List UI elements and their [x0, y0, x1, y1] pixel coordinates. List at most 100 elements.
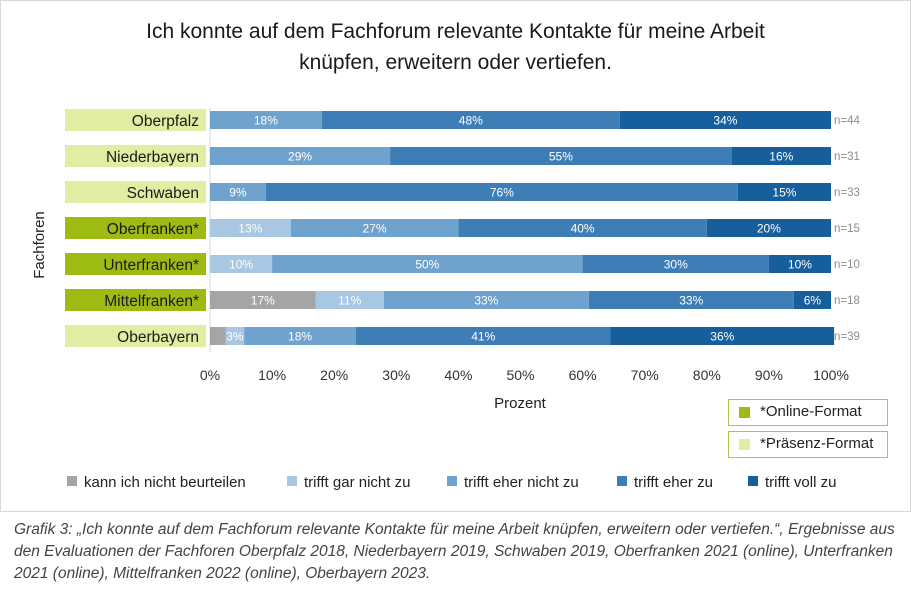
x-tick-label: 40%	[444, 367, 472, 383]
bar-segment	[610, 327, 835, 345]
x-tick-label: 10%	[258, 367, 286, 383]
category-label-box	[65, 109, 206, 131]
bar-segment	[265, 183, 738, 201]
x-tick-label: 90%	[755, 367, 783, 383]
bar-segment	[210, 255, 273, 273]
bar-segment	[619, 111, 831, 129]
bar-segment	[210, 183, 266, 201]
data-label: 36%	[710, 330, 734, 344]
stacked-bar-chart: Oberpfalz 18% 48% 34% n=44 Niederbayern 29% 55%…	[31, 108, 861, 491]
bar-segment	[272, 255, 583, 273]
praesenz-format-label: *Präsenz-Format	[760, 435, 874, 452]
data-label: 6%	[804, 294, 822, 308]
sample-size-label: n=15	[834, 223, 860, 235]
category-label-box	[65, 325, 206, 347]
x-tick-label: 30%	[382, 367, 410, 383]
format-legend-praesenz: *Präsenz-Format	[728, 431, 888, 458]
data-label: 50%	[415, 258, 439, 272]
category-label: Schwaben	[127, 185, 199, 202]
data-label: 9%	[229, 186, 247, 200]
x-tick-label: 100%	[813, 367, 849, 383]
figure-caption: Grafik 3: „Ich konnte auf dem Fachforum …	[14, 521, 895, 582]
legend-swatch	[67, 476, 77, 486]
data-label: 55%	[549, 150, 573, 164]
bar-segment	[210, 291, 316, 309]
data-label: 10%	[788, 258, 812, 272]
data-label: 16%	[769, 150, 793, 164]
category-label: Unterfranken*	[103, 257, 199, 274]
sample-size-label: n=10	[834, 259, 860, 271]
legend-label: trifft gar nicht zu	[304, 474, 410, 491]
data-label: 33%	[474, 294, 498, 308]
legend-label: trifft eher nicht zu	[464, 474, 579, 491]
chart-title: Ich konnte auf dem Fachforum relevante K…	[0, 16, 911, 78]
legend-label: kann ich nicht beurteilen	[84, 474, 246, 491]
x-tick-label: 50%	[506, 367, 534, 383]
online-format-label: *Online-Format	[760, 403, 862, 420]
data-label: 17%	[251, 294, 275, 308]
x-tick-label: 60%	[569, 367, 597, 383]
bar-segment	[210, 327, 226, 345]
category-label: Oberpfalz	[132, 113, 199, 130]
data-label: 41%	[471, 330, 495, 344]
category-label: Niederbayern	[106, 149, 199, 166]
legend-label: trifft eher zu	[634, 474, 713, 491]
category-label: Oberfranken*	[107, 221, 199, 238]
legend-swatch	[748, 476, 758, 486]
data-label: 18%	[288, 330, 312, 344]
category-label: Oberbayern	[117, 329, 199, 346]
sample-size-label: n=31	[834, 151, 860, 163]
data-label: 76%	[490, 186, 514, 200]
praesenz-format-swatch	[739, 439, 750, 450]
bar-segment	[244, 327, 356, 345]
x-tick-label: 20%	[320, 367, 348, 383]
data-label: 30%	[664, 258, 688, 272]
x-tick-label: 80%	[693, 367, 721, 383]
category-label: Mittelfranken*	[104, 293, 199, 310]
legend-swatch	[447, 476, 457, 486]
category-label-box	[65, 253, 206, 275]
data-label: 20%	[757, 222, 781, 236]
category-label-box	[65, 289, 206, 311]
bar-segment	[355, 327, 611, 345]
bar-segment	[383, 291, 589, 309]
y-axis-title: Fachforen	[31, 211, 48, 279]
bar-segment	[458, 219, 707, 237]
format-legend-online: *Online-Format	[728, 399, 888, 426]
data-label: 18%	[254, 114, 278, 128]
bar-segment	[210, 111, 322, 129]
bar-segment	[588, 291, 794, 309]
bar-segment	[390, 147, 732, 165]
chart-title-line2: knüpfen, erweitern oder vertiefen.	[299, 51, 612, 74]
data-label: 48%	[459, 114, 483, 128]
data-label: 10%	[229, 258, 253, 272]
bar-segment	[731, 147, 831, 165]
bar-segment	[793, 291, 831, 309]
x-tick-label: 0%	[200, 367, 220, 383]
x-axis-title: Prozent	[494, 395, 547, 412]
bar-segment	[706, 219, 831, 237]
online-format-swatch	[739, 407, 750, 418]
bar-segment	[315, 291, 384, 309]
bar-segment	[737, 183, 831, 201]
data-label: 40%	[571, 222, 595, 236]
legend-swatch	[287, 476, 297, 486]
data-label: 3%	[226, 330, 244, 344]
data-label: 34%	[713, 114, 737, 128]
bar-segment	[582, 255, 769, 273]
bar-segment	[210, 219, 291, 237]
bar-segment	[210, 147, 391, 165]
legend-swatch	[617, 476, 627, 486]
sample-size-label: n=18	[834, 295, 860, 307]
category-label-box	[65, 217, 206, 239]
bar-segment	[768, 255, 831, 273]
bar-segment	[290, 219, 459, 237]
chart-title-line1: Ich konnte auf dem Fachforum relevante K…	[146, 20, 765, 43]
x-tick-label: 70%	[631, 367, 659, 383]
data-label: 27%	[363, 222, 387, 236]
bar-segment	[321, 111, 620, 129]
legend-label: trifft voll zu	[765, 474, 836, 491]
data-label: 15%	[772, 186, 796, 200]
category-label-box	[65, 145, 206, 167]
data-label: 29%	[288, 150, 312, 164]
